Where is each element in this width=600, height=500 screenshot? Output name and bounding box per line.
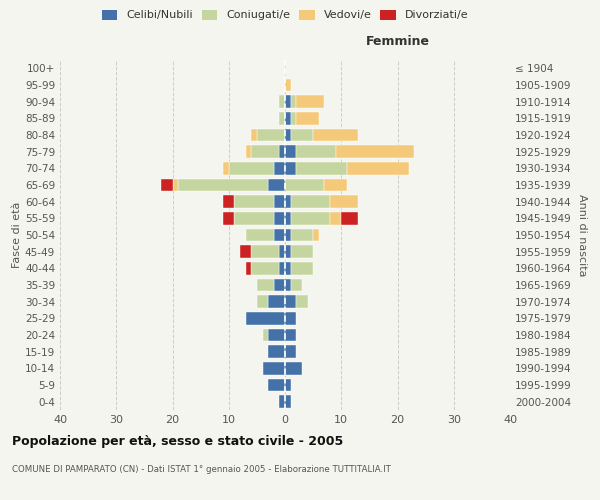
Bar bbox=[178, 179, 268, 192]
Text: Femmine: Femmine bbox=[365, 35, 430, 48]
Legend: Celibi/Nubili, Coniugati/e, Vedovi/e, Divorziati/e: Celibi/Nubili, Coniugati/e, Vedovi/e, Di… bbox=[102, 10, 468, 20]
Bar bbox=[240, 246, 251, 258]
Bar bbox=[274, 212, 285, 224]
Bar bbox=[335, 146, 415, 158]
Bar bbox=[268, 329, 285, 341]
Bar bbox=[251, 246, 280, 258]
Bar bbox=[223, 162, 229, 174]
Bar bbox=[285, 212, 290, 224]
Bar bbox=[280, 96, 285, 108]
Bar bbox=[285, 296, 296, 308]
Bar bbox=[280, 112, 285, 124]
Bar bbox=[251, 262, 280, 274]
Text: COMUNE DI PAMPARATO (CN) - Dati ISTAT 1° gennaio 2005 - Elaborazione TUTTITALIA.: COMUNE DI PAMPARATO (CN) - Dati ISTAT 1°… bbox=[12, 465, 391, 474]
Bar bbox=[274, 279, 285, 291]
Bar bbox=[285, 79, 290, 92]
Bar bbox=[257, 129, 285, 141]
Bar bbox=[285, 262, 290, 274]
Bar bbox=[285, 312, 296, 324]
Bar bbox=[285, 362, 302, 374]
Bar bbox=[263, 329, 268, 341]
Bar bbox=[268, 346, 285, 358]
Bar bbox=[285, 96, 290, 108]
Bar bbox=[325, 179, 347, 192]
Bar bbox=[285, 379, 290, 391]
Bar bbox=[251, 146, 280, 158]
Bar bbox=[296, 96, 325, 108]
Bar bbox=[330, 212, 341, 224]
Bar bbox=[235, 212, 274, 224]
Bar bbox=[296, 296, 308, 308]
Bar bbox=[280, 246, 285, 258]
Bar bbox=[290, 129, 313, 141]
Bar bbox=[290, 279, 302, 291]
Bar bbox=[235, 196, 274, 208]
Y-axis label: Anni di nascita: Anni di nascita bbox=[577, 194, 587, 276]
Bar bbox=[285, 196, 290, 208]
Bar bbox=[285, 279, 290, 291]
Bar bbox=[245, 312, 285, 324]
Bar bbox=[341, 212, 358, 224]
Bar bbox=[245, 229, 274, 241]
Bar bbox=[285, 346, 296, 358]
Bar bbox=[257, 279, 274, 291]
Bar bbox=[313, 229, 319, 241]
Y-axis label: Fasce di età: Fasce di età bbox=[12, 202, 22, 268]
Bar bbox=[290, 246, 313, 258]
Bar bbox=[280, 396, 285, 408]
Bar bbox=[161, 179, 173, 192]
Bar bbox=[285, 246, 290, 258]
Bar bbox=[285, 179, 325, 192]
Bar bbox=[285, 146, 296, 158]
Bar bbox=[290, 212, 330, 224]
Bar bbox=[280, 146, 285, 158]
Bar bbox=[245, 262, 251, 274]
Bar bbox=[274, 229, 285, 241]
Bar bbox=[296, 112, 319, 124]
Bar bbox=[296, 146, 335, 158]
Bar bbox=[290, 262, 313, 274]
Bar bbox=[245, 146, 251, 158]
Bar bbox=[251, 129, 257, 141]
Bar bbox=[285, 129, 290, 141]
Bar bbox=[290, 196, 330, 208]
Bar bbox=[347, 162, 409, 174]
Bar bbox=[285, 329, 296, 341]
Text: Popolazione per età, sesso e stato civile - 2005: Popolazione per età, sesso e stato civil… bbox=[12, 435, 343, 448]
Bar bbox=[296, 162, 347, 174]
Bar bbox=[330, 196, 358, 208]
Bar bbox=[263, 362, 285, 374]
Bar bbox=[285, 162, 296, 174]
Bar bbox=[223, 196, 235, 208]
Bar bbox=[229, 162, 274, 174]
Bar bbox=[285, 396, 290, 408]
Bar bbox=[274, 162, 285, 174]
Bar bbox=[223, 212, 235, 224]
Bar bbox=[290, 96, 296, 108]
Bar bbox=[290, 229, 313, 241]
Bar bbox=[268, 179, 285, 192]
Bar bbox=[268, 379, 285, 391]
Bar bbox=[268, 296, 285, 308]
Bar bbox=[280, 262, 285, 274]
Bar bbox=[173, 179, 178, 192]
Bar bbox=[290, 112, 296, 124]
Bar bbox=[285, 229, 290, 241]
Bar bbox=[257, 296, 268, 308]
Bar bbox=[313, 129, 358, 141]
Bar bbox=[274, 196, 285, 208]
Bar bbox=[285, 112, 290, 124]
